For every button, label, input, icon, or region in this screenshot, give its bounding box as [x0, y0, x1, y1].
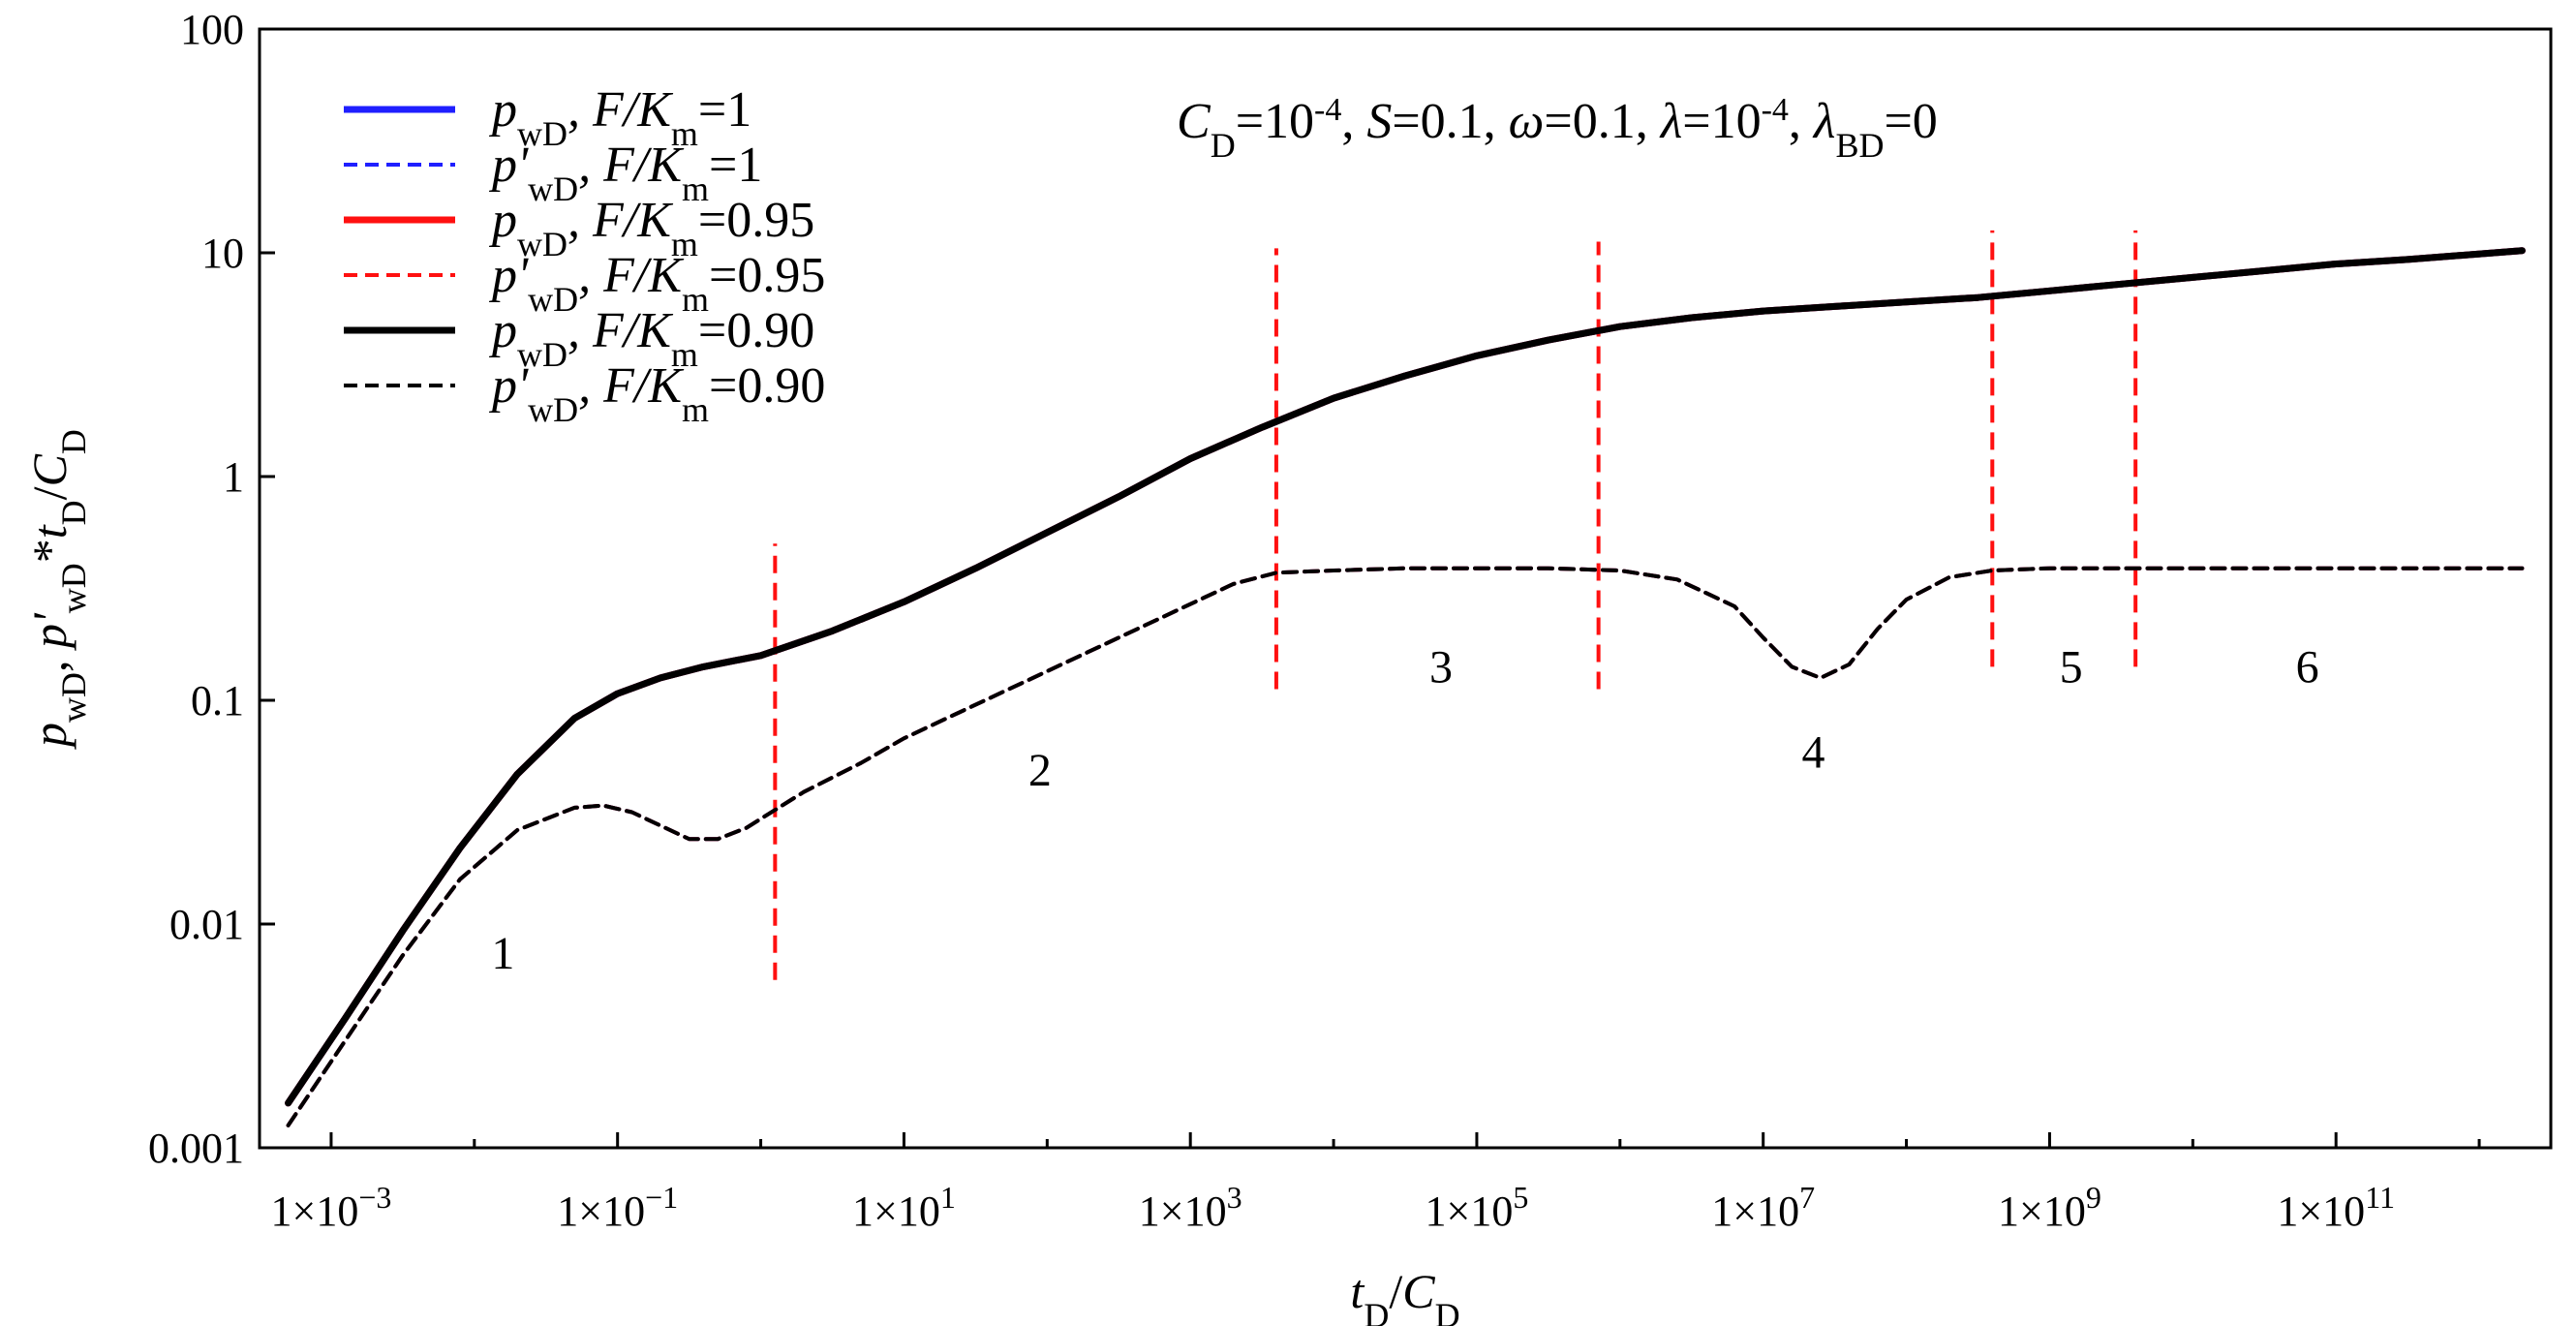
region-label-1: 1	[491, 928, 514, 979]
parameter-annotation: CD=10-4, S=0.1, ω=0.1, λ=10-4, λBD=0	[1177, 92, 1938, 166]
region-labels: 1 2 3 4 5 6	[491, 642, 2318, 980]
y-tick-label: 10	[201, 230, 244, 277]
y-tick-label: 0.001	[148, 1125, 244, 1172]
y-tick-label: 1	[223, 453, 244, 501]
x-tick-label: 1×109	[1998, 1180, 2101, 1235]
x-tick-label: 1×10−1	[557, 1180, 678, 1235]
x-axis-ticks: 1×10−3 1×10−1 1×101 1×103 1×105 1×107 1×109 1×1…	[271, 1132, 2481, 1235]
plot-frame	[258, 27, 2553, 1150]
legend-label-1: pwD, F/Km=1	[488, 82, 751, 153]
region-label-6: 6	[2296, 642, 2319, 694]
series-line-4	[286, 566, 2525, 1127]
region-label-5: 5	[2060, 642, 2083, 694]
series-line-2	[286, 566, 2525, 1127]
legend-label-5: pwD, F/Km=0.90	[488, 303, 814, 374]
flow-regime-boundaries	[773, 230, 2138, 980]
series-line-5	[285, 247, 2526, 1107]
region-label-2: 2	[1028, 745, 1052, 796]
y-tick-label: 0.1	[191, 677, 244, 725]
legend-label-6: p'wD, F/Km=0.90	[488, 358, 825, 429]
y-tick-label: 0.01	[169, 901, 244, 948]
x-tick-label: 1×103	[1139, 1180, 1242, 1235]
x-tick-label: 1×105	[1426, 1180, 1529, 1235]
y-axis-ticks: 0.001 0.01 0.1 1 10 100	[148, 6, 275, 1172]
region-label-4: 4	[1801, 726, 1825, 778]
y-tick-label: 100	[180, 6, 244, 53]
x-tick-label: 1×1011	[2277, 1180, 2395, 1235]
x-tick-label: 1×10−3	[271, 1180, 392, 1235]
series-line-6	[286, 566, 2525, 1127]
x-axis-title: tD/CD	[1350, 1264, 1459, 1326]
region-label-3: 3	[1429, 642, 1453, 694]
legend-label-2: p'wD, F/Km=1	[488, 138, 762, 208]
x-tick-label: 1×107	[1711, 1180, 1815, 1235]
legend-label-3: pwD, F/Km=0.95	[488, 193, 814, 263]
legend-label-4: p'wD, F/Km=0.95	[488, 248, 825, 319]
y-axis-title: pwD, p'wD*tD/CD	[22, 429, 93, 750]
x-tick-label: 1×101	[852, 1180, 956, 1235]
plot-series	[285, 247, 2526, 1127]
